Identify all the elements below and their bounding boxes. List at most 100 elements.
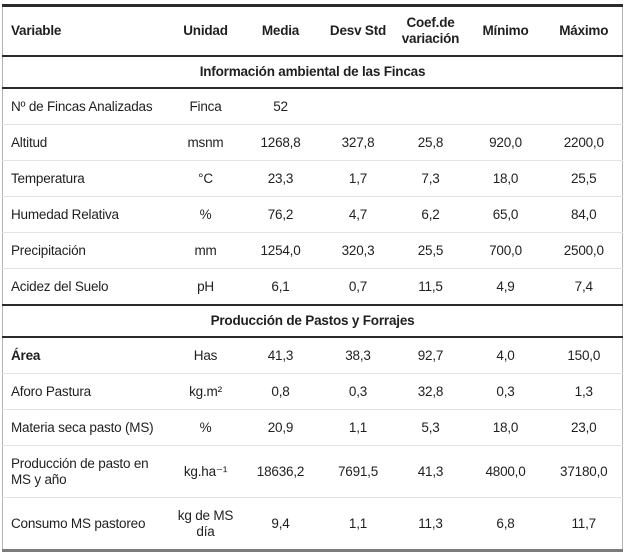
cell-coef-variacion: 7,3 (395, 160, 466, 197)
cell-minimo: 700,0 (465, 232, 546, 269)
column-header-maximo: Máximo (545, 5, 623, 57)
cell-minimo: 4,9 (465, 268, 546, 306)
cell-unidad: % (170, 196, 241, 233)
section-row: Producción de Pastos y Forrajes (2, 304, 623, 338)
cell-desv-std: 1,1 (320, 409, 396, 446)
cell-maximo: 150,0 (545, 337, 623, 374)
column-header-unidad: Unidad (170, 5, 241, 57)
cell-unidad: kg.m² (170, 373, 241, 410)
cell-minimo: 920,0 (465, 124, 546, 161)
cell-media: 0,8 (240, 373, 321, 410)
table-row: Acidez del Suelo pH 6,1 0,7 11,5 4,9 7,4 (2, 268, 623, 306)
cell-unidad: Has (170, 337, 241, 374)
cell-variable: Precipitación (2, 232, 171, 269)
cell-variable: Nº de Fincas Analizadas (2, 88, 171, 125)
cell-variable: Acidez del Suelo (2, 268, 171, 306)
table-row: Área Has 41,3 38,3 92,7 4,0 150,0 (2, 337, 623, 374)
cell-maximo: 11,7 (571, 515, 597, 531)
cell-media: 20,9 (240, 409, 321, 446)
cell-coef-variacion: 25,5 (395, 232, 466, 269)
cell-coef-variacion: 11,3 (418, 515, 443, 531)
table-row: Humedad Relativa % 76,2 4,7 6,2 65,0 84,… (2, 196, 623, 233)
cell-maximo: 2200,0 (545, 124, 623, 161)
cell-variable: Área (2, 337, 171, 374)
cell-coef-variacion: 92,7 (395, 337, 466, 374)
table-row: Producción de pasto en MS y año kg.ha⁻¹ … (2, 445, 623, 498)
cell-maximo: 84,0 (545, 196, 623, 233)
cell-variable: Temperatura (2, 160, 171, 197)
section-row: Información ambiental de las Fincas (2, 55, 623, 89)
cell-desv-std: 38,3 (320, 337, 396, 374)
document-page: Variable Unidad Media Desv Std Coef.de v… (2, 4, 623, 552)
cell-minimo (465, 88, 546, 125)
cell-desv-std: 0,7 (320, 268, 396, 306)
cell-desv-std: 7691,5 (320, 445, 396, 498)
cell-desv-std: 0,3 (320, 373, 396, 410)
cell-minimo: 65,0 (465, 196, 546, 233)
cell-variable: Materia seca pasto (MS) (2, 409, 171, 446)
column-header-minimo: Mínimo (465, 5, 546, 57)
section-title-ambiental: Información ambiental de las Fincas (2, 55, 623, 89)
cell-minimo: 0,3 (465, 373, 546, 410)
cell-coef-variacion: 25,8 (395, 124, 466, 161)
cell-desv-std: 327,8 (320, 124, 396, 161)
cell-variable: Consumo MS pastoreo (11, 515, 146, 531)
cell-desv-std (320, 88, 396, 125)
cell-coef-variacion: 5,3 (395, 409, 466, 446)
cell-unidad: mm (170, 232, 241, 269)
column-header-desv-std: Desv Std (320, 5, 396, 57)
cell-variable: Aforo Pastura (2, 373, 171, 410)
cell-unidad: msnm (170, 124, 241, 161)
cell-unidad: pH (170, 268, 241, 306)
cell-coef-variacion (395, 88, 466, 125)
cell-variable: Altitud (2, 124, 171, 161)
cell-media: 41,3 (240, 337, 321, 374)
header-row: Variable Unidad Media Desv Std Coef.de v… (2, 5, 623, 57)
cell-variable: Humedad Relativa (2, 196, 171, 233)
cell-unidad: % (170, 409, 241, 446)
cell-minimo: 18,0 (465, 409, 546, 446)
table-row: Nº de Fincas Analizadas Finca 52 (2, 88, 623, 125)
cell-unidad: Finca (170, 88, 241, 125)
cell-media: 76,2 (240, 196, 321, 233)
table-row: Consumo MS pastoreo kg de MS día 9,4 1,1… (3, 498, 623, 551)
cell-minimo: 6,8 (496, 515, 515, 531)
cell-variable: Producción de pasto en MS y año (2, 445, 171, 498)
cell-minimo: 4,0 (465, 337, 546, 374)
cell-maximo: 37180,0 (545, 445, 623, 498)
table-row: Aforo Pastura kg.m² 0,8 0,3 32,8 0,3 1,3 (2, 373, 623, 410)
statistics-table: Variable Unidad Media Desv Std Coef.de v… (2, 4, 623, 552)
cell-maximo: 23,0 (545, 409, 623, 446)
cell-media: 1254,0 (240, 232, 321, 269)
cell-unidad: °C (170, 160, 241, 197)
cell-maximo (545, 88, 623, 125)
column-header-variable: Variable (2, 5, 171, 57)
table-row: Precipitación mm 1254,0 320,3 25,5 700,0… (2, 232, 623, 269)
cell-media: 23,3 (240, 160, 321, 197)
cell-desv-std: 1,7 (320, 160, 396, 197)
cell-desv-std: 320,3 (320, 232, 396, 269)
cell-coef-variacion: 32,8 (395, 373, 466, 410)
cell-maximo: 7,4 (545, 268, 623, 306)
cell-media: 9,4 (271, 515, 290, 531)
cell-media: 6,1 (240, 268, 321, 306)
section-title-pastos: Producción de Pastos y Forrajes (2, 304, 623, 338)
cell-unidad: kg.ha⁻¹ (170, 445, 241, 498)
cell-maximo: 2500,0 (545, 232, 623, 269)
cell-minimo: 4800,0 (465, 445, 546, 498)
cell-minimo: 18,0 (465, 160, 546, 197)
cell-maximo: 25,5 (545, 160, 623, 197)
table-row: Temperatura °C 23,3 1,7 7,3 18,0 25,5 (2, 160, 623, 197)
cell-desv-std: 1,1 (348, 515, 368, 531)
cell-coef-variacion: 41,3 (395, 445, 466, 498)
table-row: Altitud msnm 1268,8 327,8 25,8 920,0 220… (2, 124, 623, 161)
cell-unidad: kg de MS día (177, 507, 234, 539)
cell-maximo: 1,3 (545, 373, 623, 410)
cell-media: 1268,8 (240, 124, 321, 161)
cell-desv-std: 4,7 (320, 196, 396, 233)
cell-media: 18636,2 (240, 445, 321, 498)
cell-coef-variacion: 11,5 (395, 268, 466, 306)
column-header-coef-variacion: Coef.de variación (395, 5, 466, 57)
cell-coef-variacion: 6,2 (395, 196, 466, 233)
cell-media: 52 (240, 88, 321, 125)
